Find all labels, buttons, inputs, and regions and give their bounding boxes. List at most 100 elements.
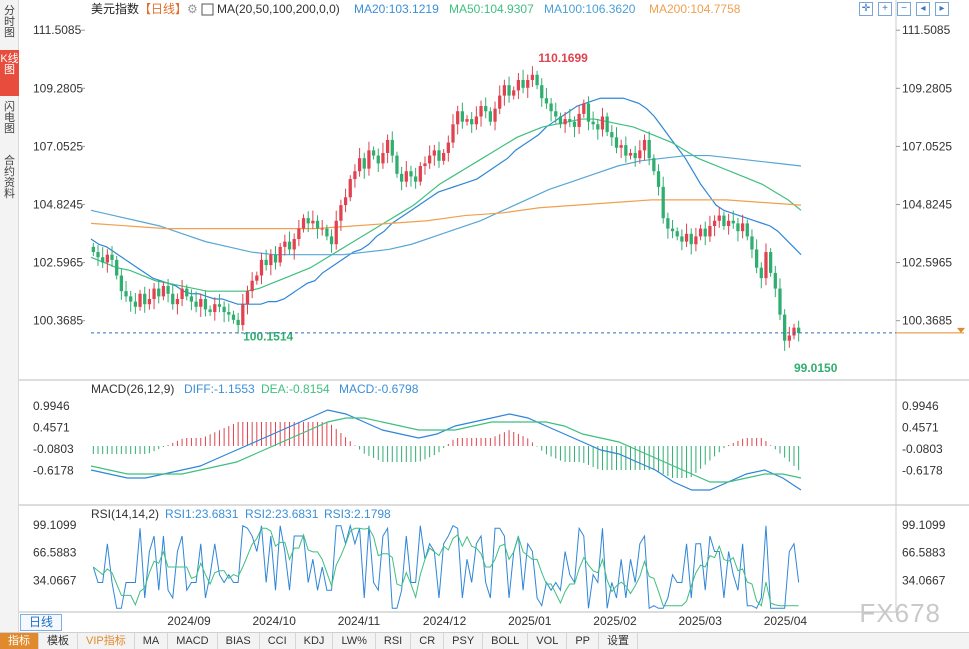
ma20-line	[90, 97, 802, 305]
tab-kline[interactable]: K线图	[0, 50, 19, 96]
date-tick-label: 2024/09	[167, 614, 211, 628]
indicator-tab-vol[interactable]: VOL	[528, 633, 568, 649]
indicator-tab-macd[interactable]: MACD	[168, 633, 218, 649]
indicator-tab-boll[interactable]: BOLL	[483, 633, 529, 649]
candle-body	[357, 158, 362, 172]
macd-tick-label-left: 0.4571	[33, 421, 70, 435]
indicator-tab-[interactable]: 指标	[0, 633, 39, 649]
candle-body	[250, 280, 254, 292]
candle-body	[147, 298, 152, 305]
indicator-tab-lw[interactable]: LW%	[333, 633, 376, 649]
period-label: 【日线】	[139, 2, 187, 16]
indicator-tab-[interactable]: 模板	[39, 633, 78, 649]
kline-chart[interactable]: 美元指数 【日线】 ⚙ MA(20,50,100,200,0,0) MA20:1…	[19, 0, 969, 632]
macd-tick-label-left: -0.6178	[33, 464, 74, 478]
indicator-tab-pp[interactable]: PP	[567, 633, 599, 649]
zoom-out-icon[interactable]: −	[897, 2, 911, 16]
candle-body	[773, 272, 777, 289]
candle-body	[783, 314, 787, 341]
indicator-tab-rsi[interactable]: RSI	[376, 633, 412, 649]
price-tick-label: 104.8245	[902, 197, 952, 211]
candle-body	[390, 139, 394, 156]
candle-body	[138, 293, 142, 307]
date-tick-label: 2025/03	[679, 614, 723, 628]
crosshair-icon[interactable]: ✛	[859, 2, 873, 16]
tab-flash[interactable]: 闪电图	[4, 101, 15, 135]
indicator-tab-cr[interactable]: CR	[411, 633, 445, 649]
candle-body	[558, 116, 563, 125]
candle-body	[287, 241, 292, 250]
candle-body	[418, 166, 422, 182]
candle-body	[792, 327, 796, 336]
candle-body	[628, 152, 633, 156]
left-tab-bar: 分时图 K线图 闪电图 合约资料	[0, 0, 19, 632]
indicator-tab-cci[interactable]: CCI	[260, 633, 296, 649]
period-select[interactable]: 日线	[20, 614, 62, 631]
scroll-left-icon[interactable]: ◂	[916, 2, 930, 16]
tab-contract-info[interactable]: 合约资料	[4, 155, 15, 200]
zoom-in-icon[interactable]: +	[878, 2, 892, 16]
current-price-arrow-icon	[957, 327, 965, 333]
candle-body	[516, 79, 521, 91]
ma200-line	[90, 199, 802, 230]
candle-body	[764, 252, 768, 279]
moving-average-lines	[90, 97, 802, 305]
candle-body	[502, 85, 507, 96]
candle-body	[194, 301, 198, 307]
candle-body	[269, 254, 273, 266]
candle-body	[563, 119, 567, 125]
candle-body	[339, 205, 343, 221]
diff-line	[90, 409, 802, 491]
ma50-legend: MA50:104.9307	[449, 2, 534, 16]
indicator-tab-kdj[interactable]: KDJ	[296, 633, 334, 649]
price-tick-label-left: 107.0525	[33, 139, 83, 153]
macd-tick-label: -0.6178	[902, 464, 943, 478]
macd-tick-label-left: -0.0803	[33, 442, 74, 456]
candle-body	[572, 121, 577, 127]
candle-body	[451, 124, 455, 143]
candle-body	[395, 155, 399, 174]
indicator-tab-psy[interactable]: PSY	[444, 633, 484, 649]
candle-body	[619, 145, 623, 148]
price-tick-label: 107.0525	[902, 139, 952, 153]
date-tick-label: 2025/04	[764, 614, 808, 628]
candle-body	[582, 103, 586, 114]
date-axis: 2024/09 2024/10 2024/11 2024/12 2025/01 2025/…	[19, 611, 896, 628]
indicator-tab-vip[interactable]: VIP指标	[78, 633, 135, 649]
price-tick-label: 102.5965	[902, 256, 952, 270]
tab-timeshare[interactable]: 分时图	[4, 5, 15, 39]
candle-body	[446, 142, 450, 153]
candle-body	[227, 312, 231, 315]
scroll-right-icon[interactable]: ▸	[935, 2, 949, 16]
settings-icon[interactable]: ⚙	[187, 2, 198, 16]
candle-body	[273, 254, 278, 263]
candle-body	[115, 259, 119, 276]
candle-body	[399, 173, 404, 182]
candle-body	[456, 111, 460, 125]
price-tick-label: 109.2805	[902, 81, 952, 95]
candle-body	[231, 314, 236, 320]
indicator-tab-bias[interactable]: BIAS	[218, 633, 260, 649]
indicator-tab-ma[interactable]: MA	[135, 633, 169, 649]
candle-body	[320, 228, 324, 230]
candle-body	[656, 171, 661, 187]
indicator-tab-[interactable]: 设置	[599, 633, 638, 649]
rsi-tick-label-left: 66.5883	[33, 546, 77, 560]
ma-toggle-icon[interactable]	[201, 3, 214, 16]
candle-body	[157, 288, 161, 297]
candle-body	[166, 285, 170, 294]
candle-body	[750, 236, 754, 250]
macd-tick-label-left: 0.9946	[33, 399, 70, 413]
macd-dea: DEA:-0.8154	[261, 382, 330, 396]
candle-body	[698, 228, 703, 237]
candle-body	[787, 335, 791, 341]
rsi-tick-label: 34.0667	[902, 574, 946, 588]
candle-body	[297, 228, 301, 240]
candle-body	[694, 236, 698, 245]
candle-body	[334, 220, 338, 245]
candle-body	[745, 223, 749, 237]
candle-body	[470, 119, 474, 125]
date-tick-label: 2025/02	[593, 614, 637, 628]
candle-body	[292, 239, 296, 250]
candle-body	[591, 121, 595, 125]
